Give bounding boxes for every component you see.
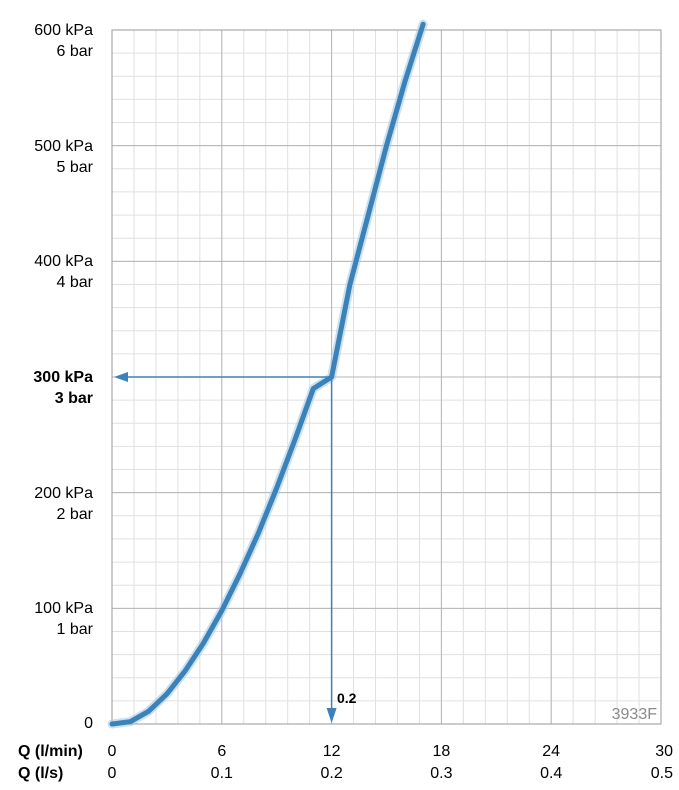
y-tick-bar: 3 bar [54,390,93,407]
y-tick-label: 200 kPa 2 bar [0,483,93,525]
y-tick-kpa: 100 kPa [34,600,93,618]
x-tick-label-ls: 0.1 [210,765,233,782]
y-tick-kpa: 400 kPa [34,253,93,271]
plot-frame [111,29,662,725]
y-tick-bar: 1 bar [56,621,93,639]
series-line-glow [107,19,428,729]
y-tick-label: 100 kPa 1 bar [0,598,93,640]
annotation-label: 0.2 [337,690,357,706]
series-line [109,21,426,727]
x-tick-label-ls: 0.5 [650,765,673,782]
x-tick-label-lmin: 0 [107,743,117,760]
y-tick-kpa: 500 kPa [34,137,93,155]
x-tick-label-lmin: 12 [322,743,341,760]
x-tick-label-ls: 0.4 [540,765,563,782]
x-tick-label-lmin: 6 [217,743,227,760]
y-tick-label: 300 kPa 3 bar [0,367,93,409]
down-arrowhead-icon [326,708,337,723]
x-tick-label-ls: 0.2 [320,765,343,782]
y-tick-label: 400 kPa 4 bar [0,251,93,293]
annotation-layer [114,372,337,723]
x-axis-title-primary: Q (l/min) [18,743,83,760]
x-tick-label-ls: 0 [107,765,117,782]
y-tick-bar: 2 bar [56,505,93,523]
y-tick-kpa: 200 kPa [34,484,93,502]
series-layer [107,19,428,729]
left-arrowhead-icon [114,372,128,382]
x-tick-label-lmin: 30 [655,743,673,760]
y-tick-label: 500 kPa 5 bar [0,136,93,178]
x-tick-label-lmin: 24 [542,743,561,760]
y-tick-bar: 6 bar [56,43,93,60]
y-tick-label: 600 kPa 6 bar [0,20,93,62]
x-tick-label-lmin: 18 [432,743,451,760]
x-axis-title-secondary: Q (l/s) [18,765,64,782]
y-tick-bar: 5 bar [56,158,93,176]
chart-code: 3933F [611,706,657,723]
y-tick-kpa: 600 kPa [34,22,93,39]
x-tick-label-ls: 0.3 [430,765,453,782]
y-tick-kpa: 300 kPa [33,369,93,386]
y-tick-label: 0 [84,715,93,732]
y-tick-bar: 4 bar [56,274,93,292]
